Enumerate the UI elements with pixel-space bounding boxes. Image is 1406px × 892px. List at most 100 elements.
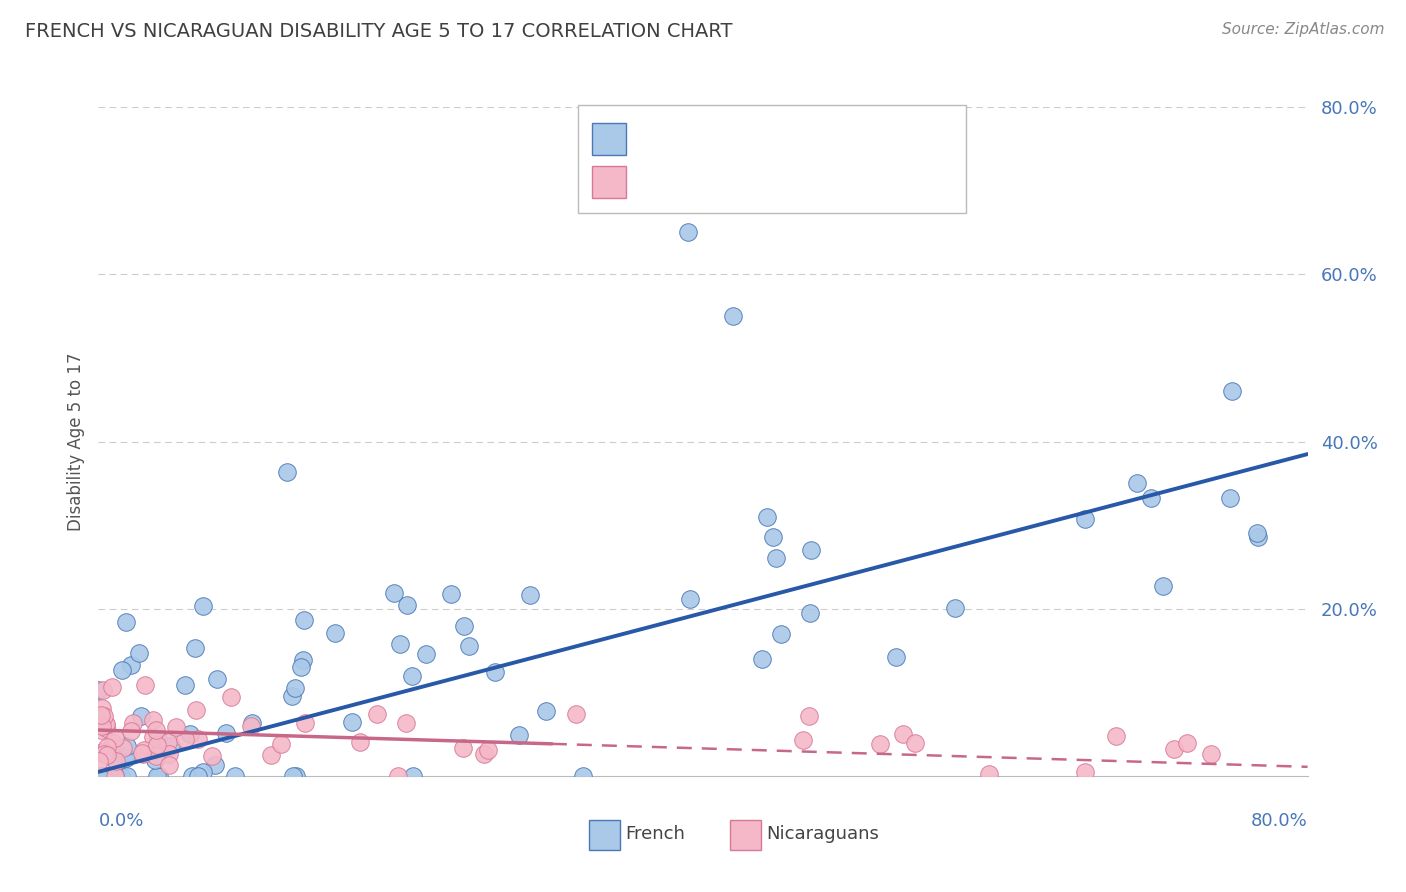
Text: R = 0.520   N = 85: R = 0.520 N = 85 xyxy=(637,129,807,148)
Point xyxy=(1074,764,1097,779)
Point xyxy=(187,769,209,783)
Point xyxy=(96,747,118,762)
Text: French: French xyxy=(626,825,686,843)
Text: 80.0%: 80.0% xyxy=(1251,812,1308,830)
Point xyxy=(1163,742,1185,756)
Point xyxy=(484,665,506,679)
Point xyxy=(387,769,409,783)
Point xyxy=(115,739,138,754)
Point xyxy=(792,733,814,747)
Point xyxy=(276,466,298,480)
Point xyxy=(94,717,117,731)
Point xyxy=(240,719,263,733)
Point xyxy=(723,309,745,323)
Point xyxy=(904,736,927,750)
Point xyxy=(415,647,437,661)
Point xyxy=(91,769,114,783)
Point xyxy=(174,678,197,692)
Point xyxy=(112,741,135,756)
Point xyxy=(165,720,187,734)
Point xyxy=(101,680,124,694)
Point xyxy=(103,769,125,783)
Point xyxy=(366,706,388,721)
Point xyxy=(979,767,1001,781)
Point xyxy=(160,739,183,754)
Point xyxy=(679,591,702,606)
Point xyxy=(132,747,155,762)
Text: 0.0%: 0.0% xyxy=(98,812,143,830)
Point xyxy=(174,732,197,747)
Point xyxy=(457,639,479,653)
Point xyxy=(184,703,207,717)
Point xyxy=(120,723,142,738)
Point xyxy=(93,709,115,723)
Point xyxy=(451,741,474,756)
Point xyxy=(104,769,127,783)
Point xyxy=(519,588,541,602)
Point xyxy=(96,769,118,783)
Point xyxy=(1105,729,1128,743)
Point xyxy=(105,769,128,783)
Point xyxy=(472,747,495,762)
Point xyxy=(1246,525,1268,540)
Point xyxy=(157,734,180,748)
Point xyxy=(755,509,778,524)
Point xyxy=(1247,530,1270,544)
Point xyxy=(128,646,150,660)
Point xyxy=(148,731,170,746)
Point xyxy=(181,769,204,783)
Point xyxy=(148,769,170,783)
Point xyxy=(184,641,207,656)
Text: FRENCH VS NICARAGUAN DISABILITY AGE 5 TO 17 CORRELATION CHART: FRENCH VS NICARAGUAN DISABILITY AGE 5 TO… xyxy=(25,22,733,41)
Point xyxy=(891,727,914,741)
Point xyxy=(284,681,307,695)
Point xyxy=(440,587,463,601)
Point xyxy=(292,653,315,667)
Point xyxy=(323,625,346,640)
Point xyxy=(572,769,595,783)
Point xyxy=(240,715,263,730)
Point xyxy=(1175,735,1198,749)
Point xyxy=(157,747,180,761)
Point xyxy=(797,709,820,723)
Point xyxy=(382,586,405,600)
Point xyxy=(96,769,118,783)
Point xyxy=(132,743,155,757)
Point xyxy=(142,731,165,745)
Point xyxy=(187,732,209,747)
Point xyxy=(260,747,283,762)
Point xyxy=(104,754,127,768)
Point xyxy=(90,701,112,715)
Point xyxy=(799,542,821,557)
Point xyxy=(96,739,118,754)
Point xyxy=(751,651,773,665)
Point xyxy=(187,769,209,783)
Point xyxy=(142,714,165,728)
Point xyxy=(1073,512,1095,526)
Point xyxy=(90,707,112,722)
Point xyxy=(1140,491,1163,505)
Point xyxy=(285,769,308,783)
Point xyxy=(104,769,127,783)
Point xyxy=(191,599,214,613)
Point xyxy=(219,690,242,704)
Point xyxy=(1201,747,1223,761)
Point xyxy=(207,672,229,686)
Point xyxy=(1125,476,1147,491)
Point xyxy=(1152,579,1174,593)
Point xyxy=(395,716,418,731)
Point xyxy=(91,769,114,783)
Point xyxy=(388,637,411,651)
Point xyxy=(761,530,783,544)
Point xyxy=(224,769,246,783)
Point xyxy=(869,737,891,751)
Point xyxy=(87,769,110,783)
Point xyxy=(143,753,166,767)
Point xyxy=(157,757,180,772)
Point xyxy=(122,715,145,730)
Text: R = -0.132   N = 63: R = -0.132 N = 63 xyxy=(637,173,814,191)
Point xyxy=(104,731,127,745)
Point xyxy=(281,690,304,704)
Point xyxy=(89,708,111,723)
Point xyxy=(453,619,475,633)
